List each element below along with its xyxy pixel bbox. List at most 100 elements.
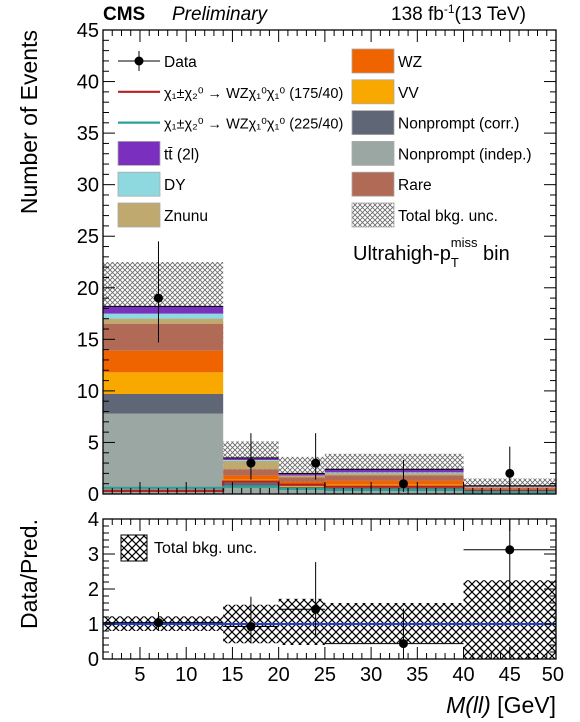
main-ytick-label-15: 15 [77,329,99,351]
lumi-label: 138 fb-1(13 TeV) [391,2,526,25]
stack-np_indep-bin-0 [103,413,224,494]
ratio-y-title: Data/Pred. [16,519,42,629]
stack-np_indep-bin-2 [278,488,325,494]
legend-label-1: χ₁±χ₂⁰ → WZχ₁⁰χ₁⁰ (175/40) [164,86,343,102]
annotation-sup: miss [451,235,478,250]
legend-swatch-11 [351,202,395,228]
stack-dy-bin-0 [103,313,224,319]
legend-label-4: DY [164,177,186,194]
main-ytick-label-5: 5 [88,432,99,454]
ratio-point-4 [505,545,515,555]
ratio-y-axis: 0 1 2 3 4 [88,509,556,671]
data-point-1 [246,458,256,468]
stack-znunu-bin-3 [324,473,464,476]
data-point-3 [398,479,408,489]
ratio-xtick-label-50: 50 [542,664,564,686]
lumi-exponent: -1 [444,2,455,16]
main-y-title: Number of Events [16,30,42,214]
stack-dy-bin-3 [324,472,464,474]
main-frame [102,29,557,495]
main-ytick-label-30: 30 [77,175,99,197]
main-ytick-label-10: 10 [77,381,99,403]
annotation-prefix: Ultrahigh-p [353,243,451,265]
ratio-xtick-label-20: 20 [268,664,290,686]
ratio-ytick-label-1: 1 [88,614,99,636]
status-label: Preliminary [172,4,269,25]
ratio-xtick-label-45: 45 [499,664,521,686]
stack-rare-bin-0 [103,323,224,351]
stack-znunu-bin-0 [103,318,224,324]
ratio-xtick-label-10: 10 [175,664,197,686]
legend-label-9: Nonprompt (indep.) [398,146,532,163]
legend-swatch-3 [117,140,161,166]
ratio-point-3 [398,639,408,649]
ratio-xtick-label-30: 30 [360,664,382,686]
stack-wz-bin-0 [103,350,224,373]
main-ytick-label-20: 20 [77,278,99,300]
stack-np_corr-bin-0 [103,393,224,414]
ratio-xtick-label-5: 5 [134,664,145,686]
ratio-legend-swatch [120,534,148,562]
legend-swatch-4 [117,171,161,197]
main-ytick-label-25: 25 [77,226,99,248]
plot-header: CMS Preliminary 138 fb-1(13 TeV) [103,2,526,25]
main-x-ticks [111,30,557,494]
lumi-energy: (13 TeV) [455,4,526,25]
ratio-ytick-label-4: 4 [88,509,99,531]
legend-label-3: tt̄ (2l) [164,146,199,163]
legend-swatch-6 [351,48,395,74]
main-ytick-label-0: 0 [88,484,99,506]
main-ytick-label-35: 35 [77,123,99,145]
stack-ttbar-bin-3 [324,469,464,473]
legend-swatch-9 [351,140,395,166]
ratio-xtick-label-15: 15 [221,664,243,686]
ultrahigh-bin-annotation: Ultrahigh-pTmiss bin [353,235,510,270]
data-points [153,241,515,492]
stack-np_indep-bin-3 [324,489,464,494]
stack-znunu-bin-2 [278,475,325,478]
ratio-xtick-label-25: 25 [314,664,336,686]
data-point-4 [505,468,515,478]
ratio-ytick-label-3: 3 [88,544,99,566]
x-axis-title-unit: [GeV] [491,692,556,718]
main-ytick-label-40: 40 [77,72,99,94]
legend-label-2: χ₁±χ₂⁰ → WZχ₁⁰χ₁⁰ (225/40) [164,117,343,133]
ratio-uncertainty-band [103,580,556,659]
stack-ttbar-bin-0 [103,306,224,314]
data-point-2 [311,458,321,468]
experiment-label: CMS [103,4,145,25]
ratio-xtick-label-35: 35 [406,664,428,686]
ratio-point-1 [246,621,256,631]
legend-label-11: Total bkg. unc. [398,208,498,225]
ratio-point-2 [311,604,321,614]
x-axis-title: M(ll) [GeV] [446,692,556,718]
stack-wz-bin-2 [278,481,325,485]
ratio-x-axis: 5 10 15 20 25 30 35 40 45 50 [111,519,564,686]
stack-rare-bin-2 [278,477,325,482]
stack-np_corr-bin-1 [223,482,279,486]
legend-swatch-5 [117,202,161,228]
legend-label-7: VV [398,85,419,102]
legend-label-5: Znunu [164,208,208,225]
ratio-xtick-label-40: 40 [452,664,474,686]
main-y-axis: 0 5 10 15 20 25 30 35 40 45 [77,20,556,506]
annotation-suffix: bin [478,243,510,265]
legend-swatch-8 [351,110,395,135]
stack-vv-bin-0 [103,372,224,394]
ratio-legend-label: Total bkg. unc. [154,540,257,557]
legend-swatch-10 [351,171,395,197]
legend-label-8: Nonprompt (corr.) [398,116,519,133]
annotation-sub: T [451,255,459,270]
ratio-ytick-label-2: 2 [88,579,99,601]
legend-data-marker [134,56,144,66]
stack-ttbar-bin-2 [278,473,325,476]
legend-label-0: Data [164,54,197,71]
lumi-value: 138 fb [391,4,444,25]
stack-wz-bin-3 [324,480,464,485]
ratio-ytick-label-0: 0 [88,649,99,671]
legend-label-6: WZ [398,54,422,71]
main-ytick-label-45: 45 [77,20,99,42]
legend: Data χ₁±χ₂⁰ → WZχ₁⁰χ₁⁰ (175/40) χ₁±χ₂⁰ → W… [117,48,532,228]
ratio-points [103,519,556,659]
